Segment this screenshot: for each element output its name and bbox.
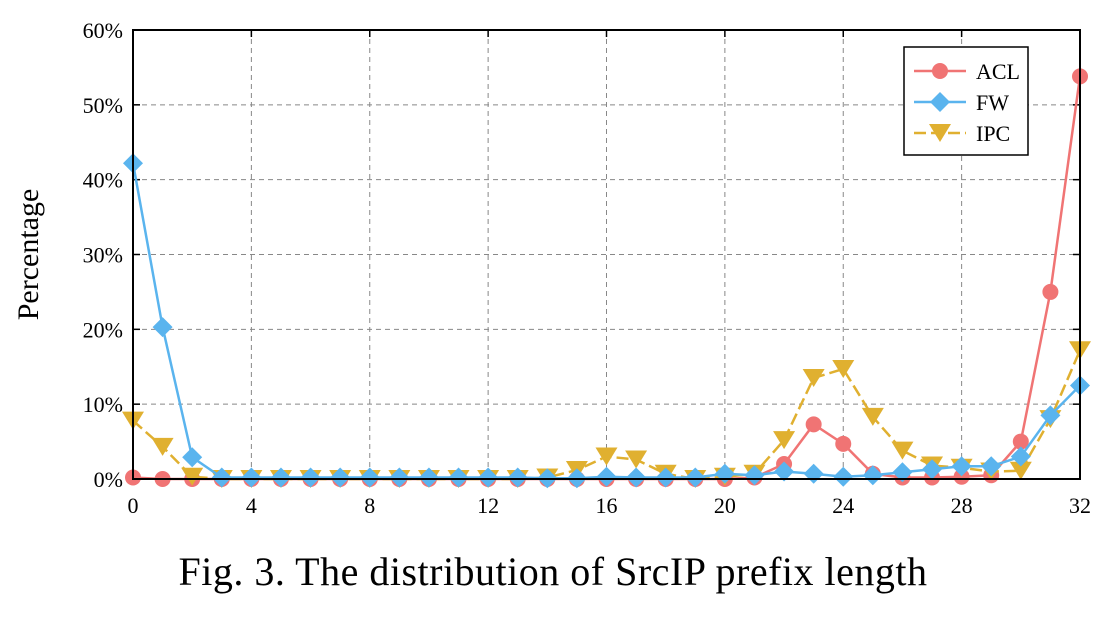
data-point-fw [300,467,321,488]
x-tick-label: 24 [832,493,854,518]
legend: ACL FW IPC [903,46,1029,156]
data-point-fw [951,456,972,477]
y-tick-label: 10% [83,392,123,417]
legend-marker [932,63,948,79]
legend-item-ipc: IPC [914,121,1010,146]
data-point-ipc [832,359,855,378]
data-point-acl [805,416,822,433]
data-point-ipc [1009,461,1032,480]
data-point-fw [330,467,351,488]
data-point-fw [211,467,232,488]
y-tick-label: 60% [83,18,123,43]
data-point-fw [507,467,528,488]
data-point-fw [359,467,380,488]
data-point-fw [389,467,410,488]
plot-frame [132,29,1081,480]
legend-label: ACL [976,59,1020,84]
data-point-fw [922,459,943,480]
axis-ticks: 0 4 8 12 16 20 24 28 32 0% 10% 20% 30% 40% 50% 60% [83,18,1091,518]
data-point-fw [152,317,173,338]
data-point-ipc [151,437,174,456]
data-point-fw [981,456,1002,477]
data-point-ipc [595,447,618,466]
data-point-acl [1042,283,1059,300]
figure-caption: Fig. 3. The distribution of SrcIP prefix… [178,549,928,594]
legend-label: IPC [976,121,1010,146]
data-point-fw [626,467,647,488]
y-tick-label: 50% [83,93,123,118]
x-tick-label: 4 [246,493,257,518]
y-tick-label: 30% [83,243,123,268]
data-point-fw [685,467,706,488]
data-point-fw [655,467,676,488]
data-point-fw [241,467,262,488]
y-axis-label: Percentage [12,189,45,321]
data-point-fw [833,466,854,487]
data-point-fw [478,467,499,488]
x-tick-label: 28 [951,493,973,518]
x-tick-label: 20 [714,493,736,518]
y-tick-label: 0% [94,467,123,492]
data-point-fw [803,463,824,484]
data-point-acl [1012,433,1029,450]
data-point-fw [1040,405,1061,426]
data-point-fw [418,467,439,488]
data-point-fw [892,462,913,483]
data-point-ipc [861,407,884,426]
data-point-fw [448,467,469,488]
legend-item-fw: FW [914,90,1009,115]
data-point-ipc [625,450,648,469]
data-point-fw [1010,446,1031,467]
data-point-fw [744,465,765,486]
x-tick-label: 32 [1069,493,1091,518]
data-point-ipc [891,441,914,460]
x-tick-label: 16 [596,493,618,518]
legend-marker [930,92,950,112]
data-point-fw [774,461,795,482]
x-tick-label: 12 [477,493,499,518]
legend-label: FW [976,90,1009,115]
data-point-fw [862,465,883,486]
x-tick-label: 0 [128,493,139,518]
data-point-fw [596,466,617,487]
series-fw [123,153,1090,489]
y-tick-label: 40% [83,168,123,193]
data-point-ipc [773,431,796,450]
data-point-fw [182,447,203,468]
data-point-ipc [802,368,825,387]
line-chart: 0 4 8 12 16 20 24 28 32 0% 10% 20% 30% 40% 50% 60% Perc… [12,18,1091,518]
data-point-fw [270,467,291,488]
x-tick-label: 8 [364,493,375,518]
data-point-acl [835,435,852,452]
y-tick-label: 20% [83,317,123,342]
data-point-ipc [181,467,204,486]
legend-item-acl: ACL [914,59,1020,84]
legend-marker [929,124,951,142]
